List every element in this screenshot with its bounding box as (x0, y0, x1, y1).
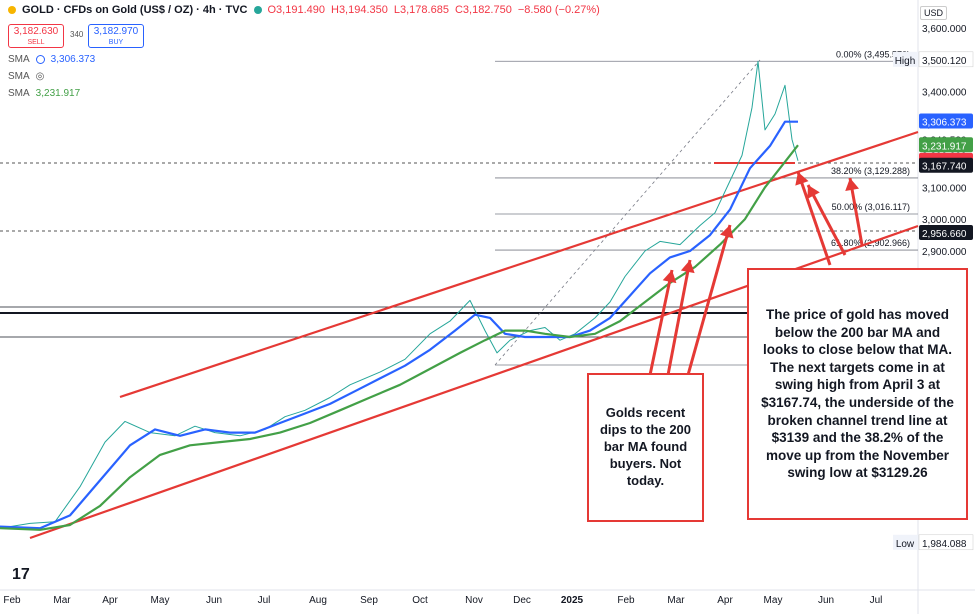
x-tick-label: Jul (870, 595, 883, 606)
currency-selector[interactable]: USD (920, 6, 948, 20)
x-tick-label: Sep (360, 595, 378, 606)
tradingview-logo[interactable]: 17 (12, 566, 30, 583)
annotation-arrow (686, 224, 732, 376)
indicator-value: 3,306.373 (50, 54, 96, 65)
arrow-head (807, 185, 820, 199)
y-tick-label: 2,900.000 (922, 247, 967, 258)
price-line (0, 60, 799, 529)
x-tick-label: Apr (717, 595, 733, 606)
gold-symbol-icon (8, 6, 16, 14)
y-tick-label: 3,100.000 (922, 183, 967, 194)
price-label-tag (893, 51, 918, 67)
arrow-head (795, 172, 809, 186)
price-label-tag-text: High (895, 56, 916, 67)
settings-icon[interactable] (35, 55, 45, 64)
indicator-sma-2[interactable]: SMA ◎ (8, 71, 44, 82)
price-label-text: 3,231.917 (922, 141, 967, 152)
x-tick-label: May (764, 595, 783, 606)
sma-green-line (0, 144, 799, 531)
arrow-head (845, 178, 860, 192)
fib-label: 0.00% (3,495.570) (836, 49, 910, 59)
sell-label: SELL (27, 39, 45, 46)
annotation-arrow (806, 184, 847, 256)
price-label (918, 534, 974, 551)
price-label-text: 3,306.373 (922, 118, 967, 129)
price-label-text: 3,500.120 (922, 56, 967, 67)
ohlc-high: H3,194.350 (331, 4, 388, 16)
arrow-head (720, 225, 734, 239)
price-label (919, 157, 973, 173)
price-label-tag (893, 534, 918, 550)
annotation-box-left: Golds recent dips to the 200 bar MA foun… (587, 373, 704, 522)
x-tick-label: 2025 (561, 595, 584, 606)
annotation-box-right: The price of gold has moved below the 20… (747, 268, 968, 520)
indicator-label: SMA (8, 71, 30, 82)
x-tick-label: Dec (513, 595, 531, 606)
chart-header: GOLD · CFDs on Gold (US$ / OZ) · 4h · TV… (0, 0, 918, 20)
annotation-arrow (666, 259, 692, 376)
buy-button[interactable]: 3,182.970 BUY (88, 24, 144, 48)
y-tick-label: 3,000.000 (922, 215, 967, 226)
channel-upper-line (119, 130, 919, 399)
fib-trend-line (494, 59, 761, 366)
sma-blue-line (0, 120, 798, 530)
sell-button[interactable]: 3,182.630 SELL (8, 24, 64, 48)
y-tick-label: 3,600.000 (922, 24, 967, 35)
buy-label: BUY (108, 39, 124, 46)
symbol-title[interactable]: GOLD · CFDs on Gold (US$ / OZ) · 4h · TV… (22, 4, 248, 16)
fib-label: 38.20% (3,129.288) (831, 166, 910, 176)
x-tick-label: Aug (309, 595, 327, 606)
market-status-icon (253, 6, 262, 14)
x-tick-label: Jun (206, 595, 222, 606)
x-tick-label: May (151, 595, 170, 606)
price-label-text: 2,956.660 (922, 229, 967, 240)
indicator-label: SMA (8, 54, 30, 65)
indicator-sma-1[interactable]: SMA 3,306.373 (8, 54, 95, 65)
spread-value: 340 (70, 30, 84, 39)
price-label (919, 224, 973, 240)
fib-label: 50.00% (3,016.117) (832, 202, 910, 212)
y-tick-label: 3,400.000 (922, 88, 967, 99)
x-tick-label: Mar (667, 595, 685, 606)
indicator-value: 3,231.917 (35, 88, 81, 99)
annotation-arrow (648, 269, 674, 376)
annotation-arrow (796, 171, 832, 266)
buy-price: 3,182.970 (93, 26, 139, 37)
ohlc-open: O3,191.490 (267, 4, 326, 16)
indicator-label: SMA (8, 88, 30, 99)
indicator-sma-3[interactable]: SMA 3,231.917 (8, 88, 80, 99)
arrow-head (680, 260, 695, 274)
price-label (918, 51, 974, 68)
x-tick-label: Mar (53, 595, 71, 606)
hidden-eye-icon[interactable]: ◎ (35, 71, 45, 82)
x-tick-label: Jul (258, 595, 271, 606)
price-label-text: 3,167.740 (922, 162, 967, 173)
x-tick-label: Oct (412, 595, 428, 606)
sell-price: 3,182.630 (13, 26, 59, 37)
x-tick-label: Nov (465, 595, 483, 606)
x-tick-label: Jun (818, 595, 834, 606)
ohlc-close: C3,182.750 (454, 4, 512, 16)
x-tick-label: Feb (617, 595, 635, 606)
price-label (919, 113, 973, 129)
x-tick-label: Feb (3, 595, 21, 606)
price-label-text: 1,984.088 (922, 539, 967, 550)
price-label (919, 137, 973, 153)
arrow-head (662, 270, 677, 284)
price-label-tag-text: Low (896, 539, 915, 550)
ohlc-change: −8.580 (−0.27%) (517, 4, 600, 16)
x-tick-label: Apr (102, 595, 118, 606)
ohlc-low: L3,178.685 (393, 4, 449, 16)
